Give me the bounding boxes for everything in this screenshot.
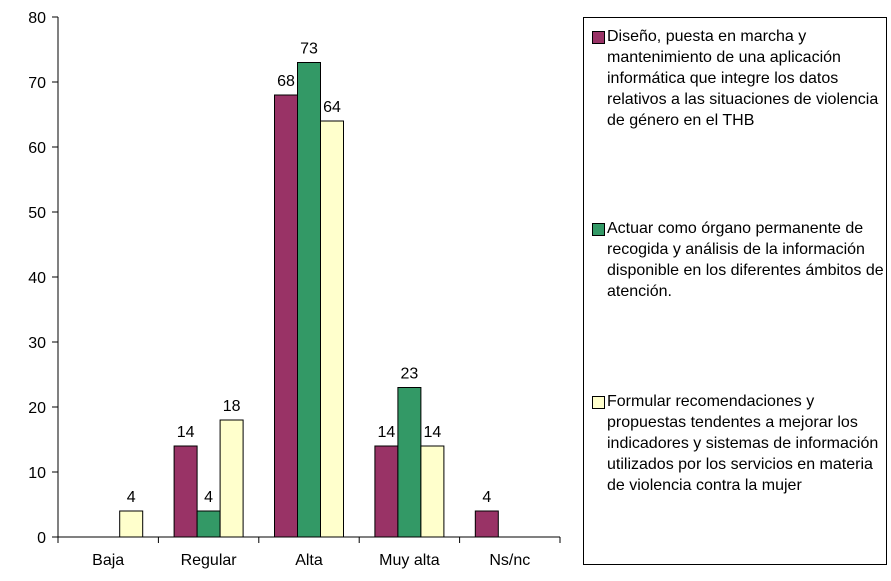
legend-swatch	[592, 223, 605, 236]
data-label: 18	[223, 398, 241, 415]
legend-label: Actuar como órgano permanente de recogid…	[607, 220, 884, 300]
data-label: 14	[378, 424, 396, 441]
bar	[196, 510, 221, 538]
legend: Diseño, puesta en marcha y mantenimiento…	[583, 17, 887, 565]
y-tick-label: 20	[28, 400, 46, 417]
legend-swatch	[592, 396, 605, 409]
bar	[297, 62, 321, 538]
bar	[173, 445, 198, 538]
data-label: 4	[204, 489, 213, 506]
bar	[274, 94, 298, 538]
y-tick-label: 10	[28, 465, 46, 482]
data-label: 23	[401, 366, 419, 383]
bar	[320, 120, 344, 538]
y-tick-label: 0	[37, 530, 46, 547]
data-label: 4	[127, 489, 136, 506]
x-tick-label: Alta	[295, 552, 323, 569]
x-tick-label: Baja	[92, 552, 124, 569]
y-tick-label: 70	[28, 75, 46, 92]
x-tick-label: Ns/nc	[489, 552, 530, 569]
data-label: 4	[482, 489, 491, 506]
data-label: 68	[277, 73, 295, 90]
bar	[219, 419, 244, 538]
bar	[119, 510, 144, 538]
data-label: 14	[177, 424, 195, 441]
data-label: 73	[300, 41, 318, 58]
bar	[397, 387, 422, 538]
y-tick-label: 80	[28, 10, 46, 27]
y-tick-label: 60	[28, 140, 46, 157]
data-label: 64	[323, 99, 341, 116]
legend-label: Formular recomendaciones y propuestas te…	[607, 393, 879, 494]
bar	[374, 445, 399, 538]
data-label: 14	[424, 424, 442, 441]
y-tick-label: 30	[28, 335, 46, 352]
y-tick-label: 40	[28, 270, 46, 287]
bar	[474, 510, 499, 538]
y-tick-label: 50	[28, 205, 46, 222]
x-tick-label: Regular	[181, 552, 238, 569]
x-tick-label: Muy alta	[379, 552, 440, 569]
legend-label: Diseño, puesta en marcha y mantenimiento…	[607, 28, 879, 129]
bar	[420, 445, 445, 538]
legend-swatch	[592, 31, 605, 44]
